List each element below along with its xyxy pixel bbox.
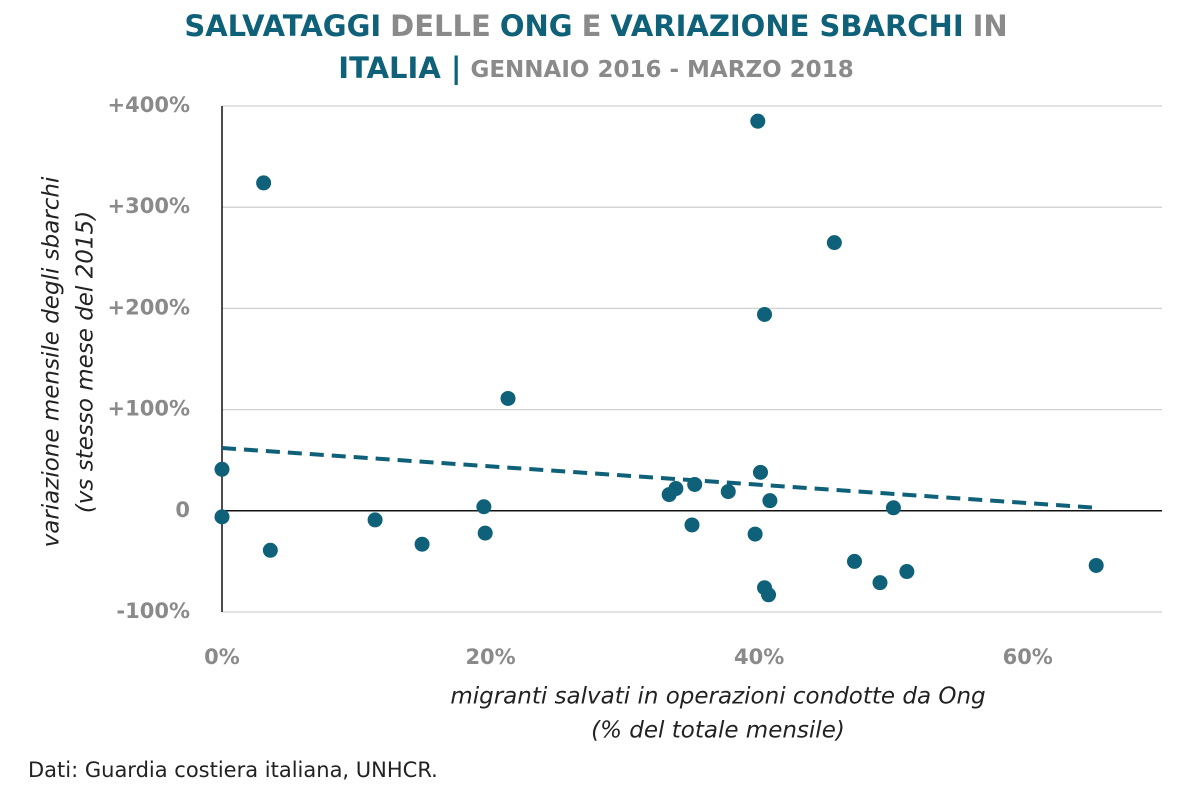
title-part: IN (973, 9, 1008, 43)
title-part: VARIAZIONE SBARCHI (610, 9, 963, 43)
point (256, 175, 272, 191)
point (761, 587, 777, 603)
trendline (221, 446, 1097, 510)
point (720, 484, 736, 500)
x-axis-label: (% del totale mensile) (591, 718, 845, 744)
x-tick-label: 20% (465, 645, 515, 669)
chart-title: SALVATAGGI DELLE ONG E VARIAZIONE SBARCHI IN (184, 9, 1007, 43)
source: Dati: Guardia costiera italiana, UNHCR. (28, 758, 438, 782)
y-tick-label: +300% (108, 194, 190, 218)
point (762, 493, 778, 509)
point (747, 526, 763, 542)
chart-title: ITALIA | GENNAIO 2016 - MARZO 2018 (338, 51, 853, 85)
x-tick-label: 0% (204, 645, 240, 669)
y-axis-label: (vs stesso mese del 2015) (73, 211, 99, 513)
point (846, 553, 862, 569)
point (476, 499, 492, 515)
point (214, 509, 230, 525)
point (367, 512, 383, 528)
y-tick-label: +400% (108, 93, 190, 117)
point (750, 113, 766, 129)
point (872, 575, 888, 591)
point (500, 390, 516, 406)
point (687, 476, 703, 492)
y-tick-label: 0 (175, 498, 190, 522)
title-part: DELLE (390, 9, 491, 43)
point (899, 564, 915, 580)
point (757, 306, 773, 322)
title-part: ITALIA | (338, 51, 461, 85)
title-part: SALVATAGGI (184, 9, 381, 43)
x-tick-label: 40% (734, 645, 784, 669)
y-tick-label: +100% (108, 397, 190, 421)
title-part: ONG (500, 9, 573, 43)
y-tick-label: +200% (108, 295, 190, 319)
y-tick-label: -100% (116, 599, 190, 623)
point (477, 525, 493, 541)
point (214, 461, 230, 477)
point (262, 542, 278, 558)
title-part: E (582, 9, 602, 43)
x-tick-label: 60% (1003, 645, 1053, 669)
point (684, 517, 700, 533)
point (885, 500, 901, 516)
point (1088, 557, 1104, 573)
title-part: GENNAIO 2016 - MARZO 2018 (470, 57, 853, 83)
point (826, 235, 842, 251)
point (668, 481, 684, 497)
point (414, 536, 430, 552)
point (752, 464, 768, 480)
x-axis-label: migranti salvati in operazioni condotte … (450, 684, 985, 710)
y-axis-label: variazione mensile degli sbarchi (39, 176, 65, 547)
